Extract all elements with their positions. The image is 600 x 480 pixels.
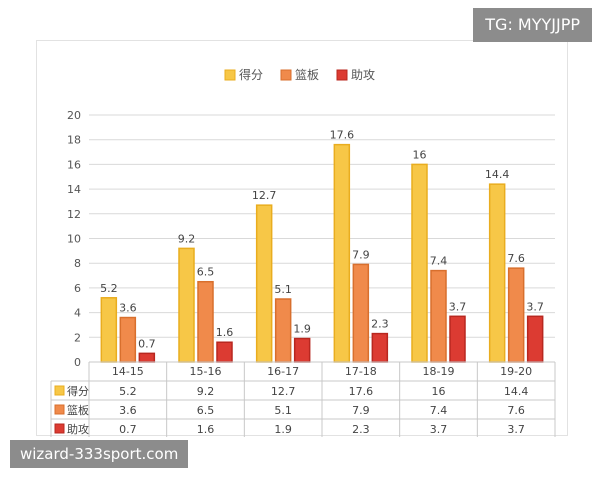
bar-data-label: 7.9 xyxy=(352,248,370,261)
table-cell: 17.6 xyxy=(349,385,374,398)
legend-swatch xyxy=(224,69,236,81)
bar-data-label: 3.7 xyxy=(449,300,467,313)
table-cell: 3.6 xyxy=(119,404,137,417)
bar-data-label: 5.2 xyxy=(100,282,118,295)
y-tick-label: 10 xyxy=(67,233,81,246)
table-cell: 12.7 xyxy=(271,385,296,398)
bar xyxy=(197,280,214,363)
y-tick-label: 2 xyxy=(74,331,81,344)
table-cell: 3.7 xyxy=(507,423,524,436)
bar xyxy=(178,247,195,363)
x-tick-label: 18-19 xyxy=(423,365,455,378)
legend-label: 得分 xyxy=(239,67,263,82)
bar xyxy=(411,163,428,363)
table-cell: 7.6 xyxy=(507,404,524,417)
bar xyxy=(119,316,137,363)
table-cell: 1.6 xyxy=(197,423,215,436)
bar-data-label: 3.7 xyxy=(526,300,544,313)
bar-data-label: 3.6 xyxy=(119,302,137,315)
x-tick-label: 17-18 xyxy=(345,365,377,378)
table-cell: 14.4 xyxy=(504,385,528,398)
bar xyxy=(293,337,311,363)
bar xyxy=(352,263,370,363)
bar-data-label: 9.2 xyxy=(178,232,196,245)
table-cell: 5.1 xyxy=(274,404,292,417)
bar xyxy=(449,315,466,363)
bar-data-label: 1.9 xyxy=(293,323,311,336)
table-cell: 2.3 xyxy=(352,423,370,436)
bar xyxy=(333,143,351,363)
table-legend-swatch xyxy=(54,423,65,434)
y-tick-label: 16 xyxy=(67,158,81,171)
bar-data-label: 16 xyxy=(413,148,427,161)
legend-label: 篮板 xyxy=(295,67,319,82)
table-cell: 7.4 xyxy=(430,404,448,417)
bar-data-label: 6.5 xyxy=(197,266,215,279)
bar xyxy=(255,204,273,363)
bar-data-label: 12.7 xyxy=(252,189,277,202)
table-cell: 7.9 xyxy=(352,404,370,417)
bar-data-label: 17.6 xyxy=(330,129,355,142)
bar-data-label: 14.4 xyxy=(485,168,510,181)
bar-data-label: 7.6 xyxy=(507,252,524,265)
bar xyxy=(430,269,447,363)
x-tick-label: 14-15 xyxy=(112,365,144,378)
table-cell: 3.7 xyxy=(430,423,448,436)
table-legend-swatch xyxy=(54,385,65,396)
legend-label: 助攻 xyxy=(351,68,375,82)
table-cell: 0.7 xyxy=(119,423,137,436)
y-tick-label: 12 xyxy=(67,208,81,221)
y-tick-label: 0 xyxy=(74,356,81,369)
bar xyxy=(138,352,156,363)
y-tick-label: 4 xyxy=(74,307,81,320)
bar xyxy=(371,332,389,363)
x-tick-label: 19-20 xyxy=(500,365,532,378)
bar xyxy=(526,315,544,363)
bar xyxy=(507,267,525,363)
bar xyxy=(100,297,118,363)
table-row-label: 助攻 xyxy=(67,422,89,436)
y-tick-label: 8 xyxy=(74,257,81,270)
chart-card: 0 2 4 6 8 10 12 14 16 18 20 得分 篮板 助攻 5.2 9.2 12.7 17.6 16 1… xyxy=(36,40,568,437)
x-tick-label: 15-16 xyxy=(190,365,222,378)
bar xyxy=(216,341,233,363)
bar-data-label: 7.4 xyxy=(430,255,448,268)
bar-data-label: 1.6 xyxy=(216,326,234,339)
table-cell: 6.5 xyxy=(197,404,215,417)
watermark-bottom: wizard-333sport.com xyxy=(10,440,189,468)
x-tick-label: 16-17 xyxy=(267,365,299,378)
legend-swatch xyxy=(280,69,292,81)
legend-swatch xyxy=(336,69,348,81)
bar-data-label: 5.1 xyxy=(274,283,292,296)
bar xyxy=(488,183,506,363)
bar xyxy=(274,298,292,363)
bar-data-label: 2.3 xyxy=(371,318,389,331)
y-tick-label: 18 xyxy=(67,134,81,147)
table-cell: 16 xyxy=(432,385,446,398)
table-cell: 9.2 xyxy=(197,385,215,398)
table-row-label: 篮板 xyxy=(67,403,89,417)
y-tick-label: 6 xyxy=(74,282,81,295)
watermark-top: TG: MYYJJPP xyxy=(473,8,592,42)
table-legend-swatch xyxy=(54,404,65,415)
y-tick-label: 14 xyxy=(67,183,81,196)
table-cell: 5.2 xyxy=(119,385,137,398)
table-cell: 1.9 xyxy=(274,423,292,436)
y-tick-label: 20 xyxy=(67,109,81,122)
table-row-label: 得分 xyxy=(67,385,89,398)
bar-data-label: 0.7 xyxy=(138,337,156,350)
